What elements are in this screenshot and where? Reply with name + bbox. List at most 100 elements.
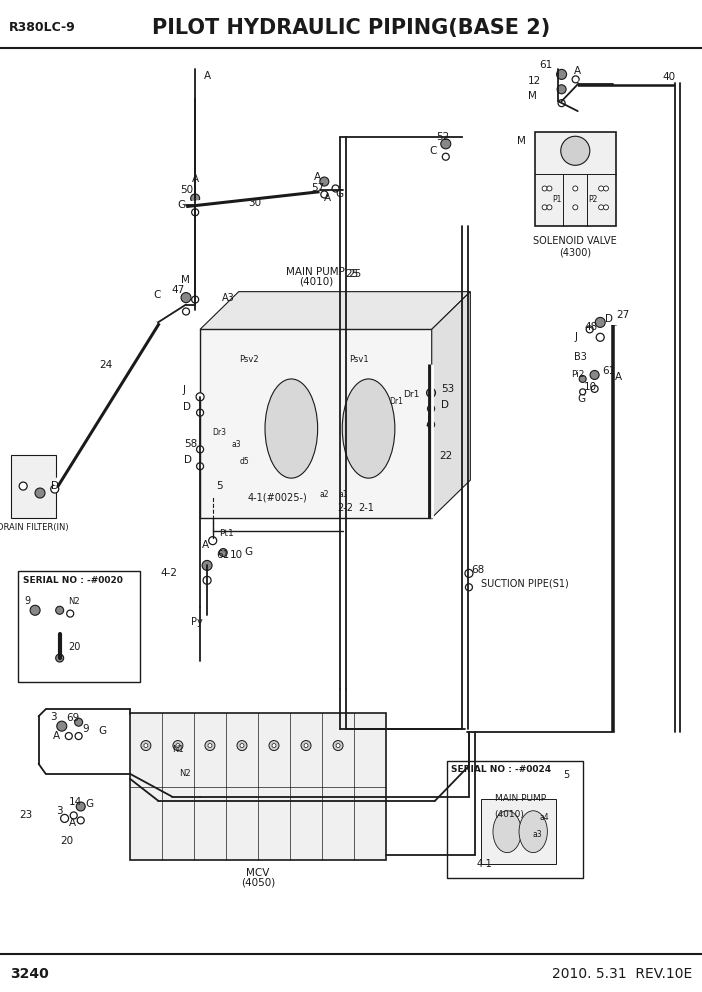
Bar [447,761,583,878]
Circle shape [442,153,449,161]
Circle shape [604,186,609,191]
Circle shape [558,99,565,107]
Circle shape [579,375,586,383]
Text: P1: P1 [552,195,562,204]
Circle shape [51,485,59,493]
Text: N2: N2 [179,769,191,779]
Circle shape [196,393,204,401]
Circle shape [205,741,215,751]
Text: 24: 24 [100,360,113,370]
Bar [11,455,56,518]
Text: M: M [517,136,526,146]
Polygon shape [200,292,470,329]
Circle shape [301,741,311,751]
Text: Dr1: Dr1 [390,397,404,407]
Text: 57: 57 [311,184,324,193]
Circle shape [141,741,151,751]
Text: 9: 9 [25,596,31,606]
Text: M: M [181,275,190,285]
Circle shape [208,744,212,748]
Text: MAIN PUMP: MAIN PUMP [286,267,345,277]
Text: 20: 20 [68,642,81,652]
Circle shape [181,293,191,303]
Text: G: G [244,547,253,557]
Ellipse shape [493,810,522,852]
Circle shape [144,744,148,748]
Text: A: A [53,731,60,741]
Text: P2: P2 [588,195,597,204]
Ellipse shape [519,810,548,852]
Text: (4300): (4300) [559,248,591,258]
Text: 14: 14 [69,797,82,806]
Text: (4050): (4050) [241,878,275,888]
Text: A: A [574,66,581,76]
Circle shape [321,190,328,198]
Text: D: D [51,481,59,491]
Text: D: D [183,402,190,412]
Circle shape [30,605,40,615]
Text: PILOT HYDRAULIC PIPING(BASE 2): PILOT HYDRAULIC PIPING(BASE 2) [152,18,550,38]
Circle shape [590,370,599,380]
Text: 3: 3 [51,712,57,722]
Circle shape [192,208,199,216]
Text: (4010): (4010) [299,277,333,287]
Circle shape [197,462,204,470]
Circle shape [428,405,435,413]
Text: Psv1: Psv1 [350,354,369,364]
Text: Dr3: Dr3 [213,428,227,437]
Text: Pi2: Pi2 [571,370,585,380]
Text: SERIAL NO : -#0024: SERIAL NO : -#0024 [451,765,551,774]
Text: 5: 5 [216,481,223,491]
Text: 3: 3 [56,806,62,816]
Circle shape [74,718,83,726]
Ellipse shape [343,379,395,478]
Text: B3: B3 [574,352,587,362]
Text: A: A [314,172,321,182]
Bar [200,329,432,518]
Text: G: G [86,799,94,808]
Circle shape [591,385,598,393]
Circle shape [67,610,74,617]
Circle shape [573,204,578,210]
Text: 5: 5 [563,770,569,780]
Circle shape [572,75,579,83]
Circle shape [55,654,64,662]
Text: SOLENOID VALVE: SOLENOID VALVE [534,236,617,246]
Text: 61: 61 [216,550,230,559]
Circle shape [333,741,343,751]
Text: a2: a2 [319,489,329,499]
Text: J: J [427,416,430,426]
Circle shape [237,741,247,751]
Text: A3: A3 [222,293,234,303]
Text: G: G [98,726,107,736]
Text: 68: 68 [472,565,485,575]
Circle shape [320,177,329,186]
Text: A: A [324,193,331,203]
Circle shape [428,421,435,429]
Circle shape [57,721,67,731]
Circle shape [192,296,199,304]
Circle shape [557,69,567,79]
Text: A: A [192,174,199,184]
Text: 2-1: 2-1 [358,503,374,513]
Text: R380LC-9: R380LC-9 [8,21,75,35]
Circle shape [580,389,585,395]
Circle shape [547,204,552,210]
Circle shape [557,84,566,94]
Circle shape [304,744,308,748]
Circle shape [441,139,451,149]
Text: SERIAL NO : -#0020: SERIAL NO : -#0020 [22,576,122,585]
Text: A: A [615,372,622,382]
Circle shape [70,811,77,819]
Text: Py: Py [191,617,203,627]
Bar [18,571,140,682]
Circle shape [586,325,593,333]
Text: C: C [153,290,161,300]
Ellipse shape [265,379,317,478]
Text: D: D [441,400,449,410]
Circle shape [197,409,204,417]
Text: 61: 61 [539,61,552,70]
Text: 4-2: 4-2 [160,568,177,578]
Text: 4-1(#0025-): 4-1(#0025-) [247,493,307,503]
Text: 52: 52 [437,132,450,142]
